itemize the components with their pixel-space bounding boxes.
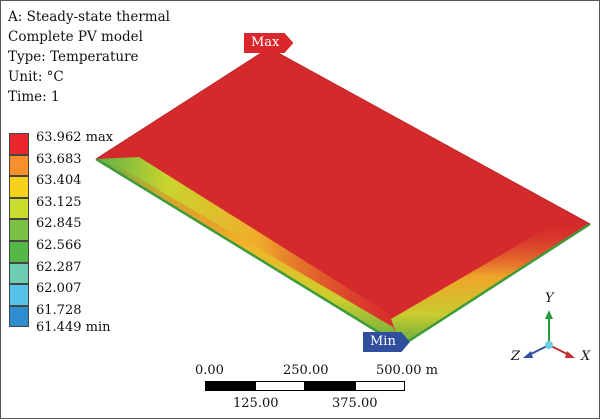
legend-label: 63.404: [36, 173, 82, 189]
scale-label-375: 375.00: [332, 396, 378, 411]
result-type: Type: Temperature: [8, 49, 139, 65]
legend-swatch: [9, 262, 29, 285]
scale-label-0: 0.00: [195, 363, 224, 378]
axis-triad[interactable]: Y X Z: [509, 291, 599, 371]
legend-swatch: [9, 284, 29, 306]
result-time: Time: 1: [8, 89, 60, 105]
min-marker[interactable]: Min: [363, 332, 410, 352]
legend-swatch: [9, 133, 29, 155]
legend-label: 62.845: [36, 216, 82, 232]
legend-label: 61.728: [36, 302, 82, 318]
scale-segment: [355, 381, 405, 391]
legend-swatch: [9, 305, 29, 328]
axis-label-x: X: [581, 349, 591, 364]
result-unit: Unit: °C: [8, 69, 64, 85]
axis-label-z: Z: [511, 349, 521, 364]
legend-label: 63.962 max: [36, 130, 114, 145]
legend-label: 62.566: [36, 237, 82, 253]
legend-label: 62.287: [36, 259, 82, 275]
axis-triad-icon: [523, 310, 575, 358]
scale-segment: [255, 381, 305, 391]
scale-bar: 0.00 250.00 500.00 m 125.00 375.00: [191, 363, 471, 418]
legend-swatch: [9, 154, 29, 177]
legend-label: 63.683: [36, 151, 82, 167]
axis-label-y: Y: [545, 291, 554, 306]
scale-label-125: 125.00: [233, 396, 279, 411]
model-name: Complete PV model: [8, 29, 143, 45]
legend-swatch: [9, 176, 29, 198]
result-info: A: Steady-state thermal Complete PV mode…: [8, 7, 170, 107]
legend-label: 62.007: [36, 281, 82, 297]
legend-swatch: [9, 197, 29, 220]
legend-swatch: [9, 240, 29, 263]
legend-swatch: [9, 219, 29, 241]
analysis-title: A: Steady-state thermal: [8, 9, 170, 25]
scale-label-500: 500.00 m: [376, 363, 438, 378]
legend-min-label: 61.449 min: [36, 320, 111, 335]
scale-label-250: 250.00: [283, 363, 329, 378]
max-marker[interactable]: Max: [244, 33, 294, 53]
scale-segment: [305, 381, 355, 391]
scale-segment: [205, 381, 255, 391]
legend-label: 63.125: [36, 194, 82, 210]
